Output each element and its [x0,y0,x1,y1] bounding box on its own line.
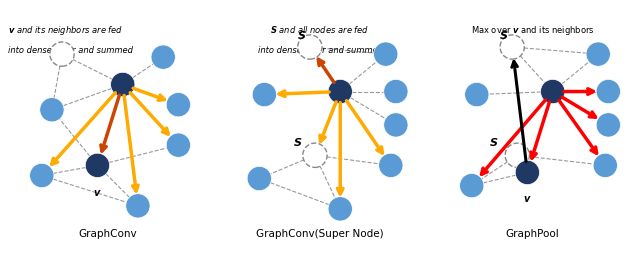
Circle shape [500,35,524,59]
Circle shape [593,153,618,178]
Circle shape [111,72,135,96]
Circle shape [460,174,484,198]
Circle shape [505,143,529,167]
Circle shape [384,113,408,137]
Circle shape [166,133,191,157]
Circle shape [465,82,489,107]
Circle shape [151,45,175,69]
Text: GraphConv(Super Node): GraphConv(Super Node) [256,229,384,239]
Circle shape [328,197,353,221]
Text: Max over $\boldsymbol{v}$ and its neighbors: Max over $\boldsymbol{v}$ and its neighb… [470,24,595,37]
Circle shape [328,80,353,104]
Circle shape [596,80,620,104]
Text: GraphPool: GraphPool [506,229,559,239]
Circle shape [29,163,54,188]
Circle shape [596,113,620,137]
Circle shape [303,143,327,167]
Circle shape [379,153,403,178]
Circle shape [252,82,276,107]
Circle shape [384,80,408,104]
Circle shape [515,160,540,185]
Text: into dense layer and summed: into dense layer and summed [257,46,383,55]
Text: $\boldsymbol{S}$: $\boldsymbol{S}$ [499,29,509,41]
Circle shape [85,153,109,178]
Circle shape [541,80,565,104]
Text: GraphConv: GraphConv [78,229,137,239]
Text: $\boldsymbol{S}$: $\boldsymbol{S}$ [490,136,499,148]
Circle shape [298,35,322,59]
Text: $\boldsymbol{S}$ and all nodes are fed: $\boldsymbol{S}$ and all nodes are fed [270,24,370,35]
Circle shape [50,42,74,66]
Text: $\boldsymbol{S}$: $\boldsymbol{S}$ [293,136,303,148]
Text: $\boldsymbol{v}$ and its neighbors are fed: $\boldsymbol{v}$ and its neighbors are f… [8,24,124,37]
Text: $\boldsymbol{v}$: $\boldsymbol{v}$ [523,194,532,204]
Text: $\boldsymbol{v}$: $\boldsymbol{v}$ [93,188,102,198]
Circle shape [374,42,398,66]
Circle shape [247,166,271,191]
Circle shape [166,92,191,117]
Circle shape [40,98,64,122]
Circle shape [126,194,150,218]
Circle shape [586,42,611,66]
Text: $\boldsymbol{S}$: $\boldsymbol{S}$ [297,29,307,41]
Text: into dense layer and summed: into dense layer and summed [8,46,133,55]
